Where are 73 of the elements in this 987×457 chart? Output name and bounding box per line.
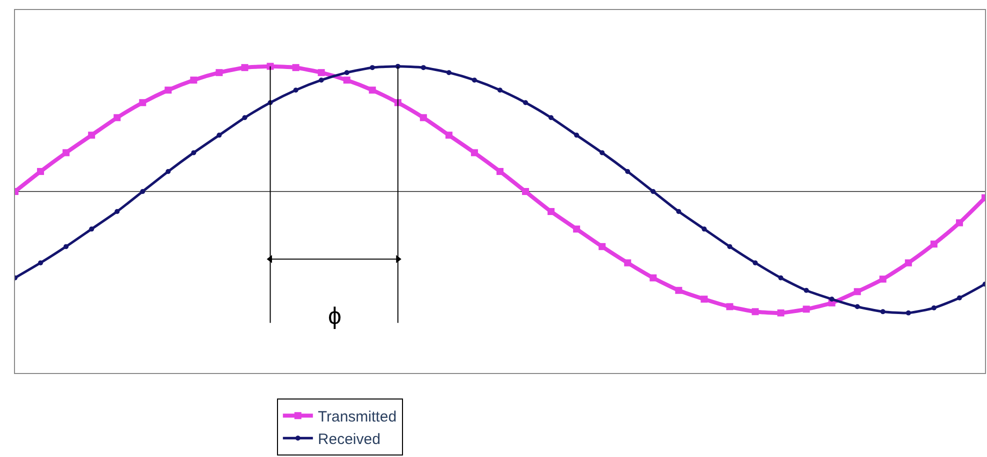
point [368, 86, 376, 94]
point [598, 243, 606, 250]
point [700, 296, 708, 303]
point [573, 226, 580, 233]
point [139, 99, 146, 106]
point [266, 62, 274, 70]
point [523, 100, 528, 106]
point [472, 78, 477, 83]
point [370, 65, 375, 70]
point [318, 78, 324, 83]
point [522, 188, 530, 195]
point [496, 168, 504, 175]
point [548, 208, 555, 216]
point [64, 244, 69, 250]
point [292, 64, 300, 72]
point [930, 240, 938, 248]
point [650, 189, 656, 194]
point [164, 86, 172, 94]
point [166, 168, 171, 174]
legend-label: Transmitted [318, 408, 397, 426]
point [114, 209, 120, 214]
point [498, 88, 502, 93]
point [676, 209, 682, 214]
point [854, 304, 860, 310]
point [727, 244, 732, 250]
point [37, 168, 44, 175]
point [931, 305, 936, 310]
point [675, 286, 682, 294]
point [318, 69, 325, 76]
point [190, 76, 198, 84]
point [904, 259, 912, 266]
point [241, 64, 248, 72]
point [726, 303, 734, 310]
point [88, 132, 96, 139]
point [880, 309, 886, 314]
point [216, 69, 223, 76]
point [445, 132, 452, 139]
point [906, 310, 911, 316]
point [548, 115, 554, 120]
point [600, 150, 605, 156]
point [650, 274, 657, 282]
point [89, 226, 94, 232]
point [829, 296, 834, 302]
point [293, 88, 298, 93]
point [114, 114, 121, 122]
point [752, 308, 759, 316]
point [752, 260, 758, 266]
point [62, 149, 70, 156]
point [446, 70, 452, 76]
point [574, 132, 580, 138]
point [777, 309, 784, 316]
point [343, 76, 350, 84]
point [804, 288, 809, 293]
point [625, 168, 630, 174]
point [216, 132, 222, 138]
point [344, 70, 350, 76]
point [420, 114, 427, 122]
point [38, 260, 44, 266]
point [420, 65, 426, 70]
point [854, 288, 861, 296]
point [191, 150, 196, 156]
point [140, 189, 146, 194]
point [956, 295, 962, 300]
point [802, 306, 810, 313]
point [956, 219, 963, 226]
annotation: ϕ [328, 303, 342, 330]
point [879, 276, 886, 283]
point [778, 275, 784, 280]
point [702, 226, 707, 232]
point [242, 115, 248, 120]
point [470, 149, 478, 156]
point [624, 259, 632, 266]
legend-label: Received [318, 431, 380, 448]
